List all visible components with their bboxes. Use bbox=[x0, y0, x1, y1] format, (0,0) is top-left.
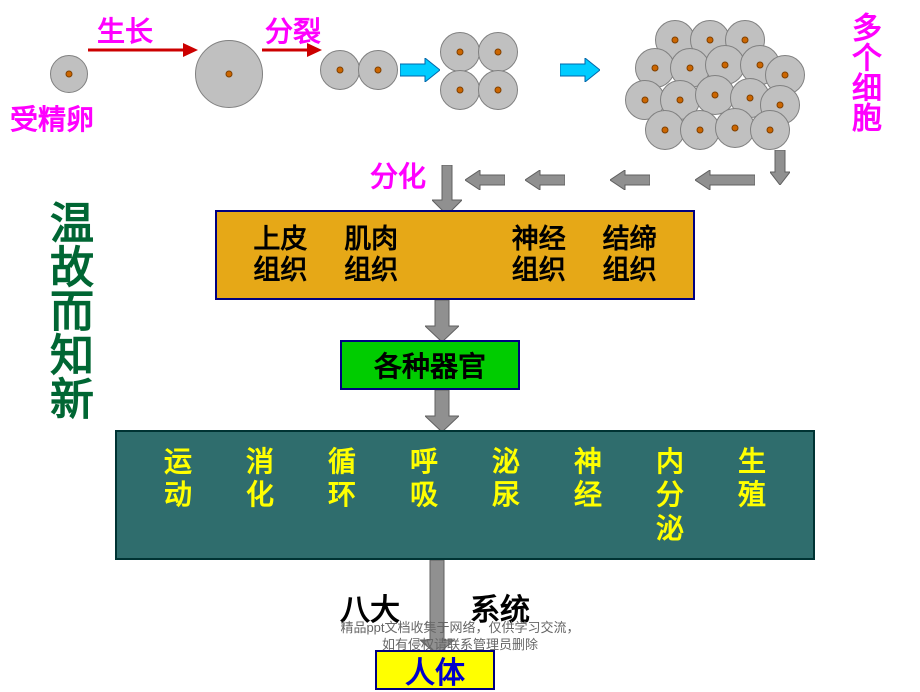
system-item: 循环 bbox=[328, 445, 356, 546]
system-item: 泌尿 bbox=[492, 445, 520, 546]
box-systems: 运动消化循环呼吸泌尿神经 内分泌 生殖 bbox=[115, 430, 815, 560]
cell-grown bbox=[195, 40, 263, 108]
label-differentiate: 分化 bbox=[370, 155, 426, 195]
cell-pair-2 bbox=[358, 50, 398, 90]
title-vertical: 温故而知新 bbox=[40, 200, 95, 420]
arrow-grey-left-2 bbox=[610, 170, 650, 190]
arrow-grey-down bbox=[770, 150, 790, 185]
label-multicell: 多个细胞 bbox=[846, 12, 881, 132]
system-item: 内分泌 bbox=[656, 445, 684, 546]
tissue-item: 上皮组织 bbox=[253, 224, 307, 286]
arrow-grey-to-tissue bbox=[432, 165, 462, 215]
cell-quad-1 bbox=[440, 32, 480, 72]
system-item: 呼吸 bbox=[410, 445, 438, 546]
box-tissues: 上皮组织 肌肉组织 神经组织 结缔组织 bbox=[215, 210, 695, 300]
arrow-to-systems bbox=[425, 390, 459, 432]
arrow-cyan-1 bbox=[400, 58, 440, 82]
tissue-item: 结缔组织 bbox=[603, 224, 657, 286]
cell-quad-2 bbox=[478, 32, 518, 72]
arrow-divide bbox=[262, 40, 322, 60]
box-organs: 各种器官 bbox=[340, 340, 520, 390]
tissue-item: 肌肉组织 bbox=[344, 224, 398, 286]
arrow-to-organs bbox=[425, 300, 459, 342]
system-item: 消化 bbox=[246, 445, 274, 546]
organs-text: 各种器官 bbox=[374, 345, 486, 385]
system-item: 神经 bbox=[574, 445, 602, 546]
body-text: 人体 bbox=[405, 648, 465, 692]
cell-cluster bbox=[625, 20, 805, 150]
box-body: 人体 bbox=[375, 650, 495, 690]
label-zygote: 受精卵 bbox=[10, 98, 94, 138]
arrow-grow bbox=[88, 40, 198, 60]
tissue-item: 神经组织 bbox=[512, 224, 566, 286]
system-item: 生殖 bbox=[738, 445, 766, 546]
arrow-cyan-2 bbox=[560, 58, 600, 82]
cell-quad-3 bbox=[440, 70, 480, 110]
arrow-grey-left-3 bbox=[525, 170, 565, 190]
system-item: 运动 bbox=[164, 445, 192, 546]
cell-quad-4 bbox=[478, 70, 518, 110]
cell-pair-1 bbox=[320, 50, 360, 90]
arrow-grey-left-1 bbox=[695, 170, 755, 190]
cell-zygote bbox=[50, 55, 88, 93]
arrow-grey-left-4 bbox=[465, 170, 505, 190]
